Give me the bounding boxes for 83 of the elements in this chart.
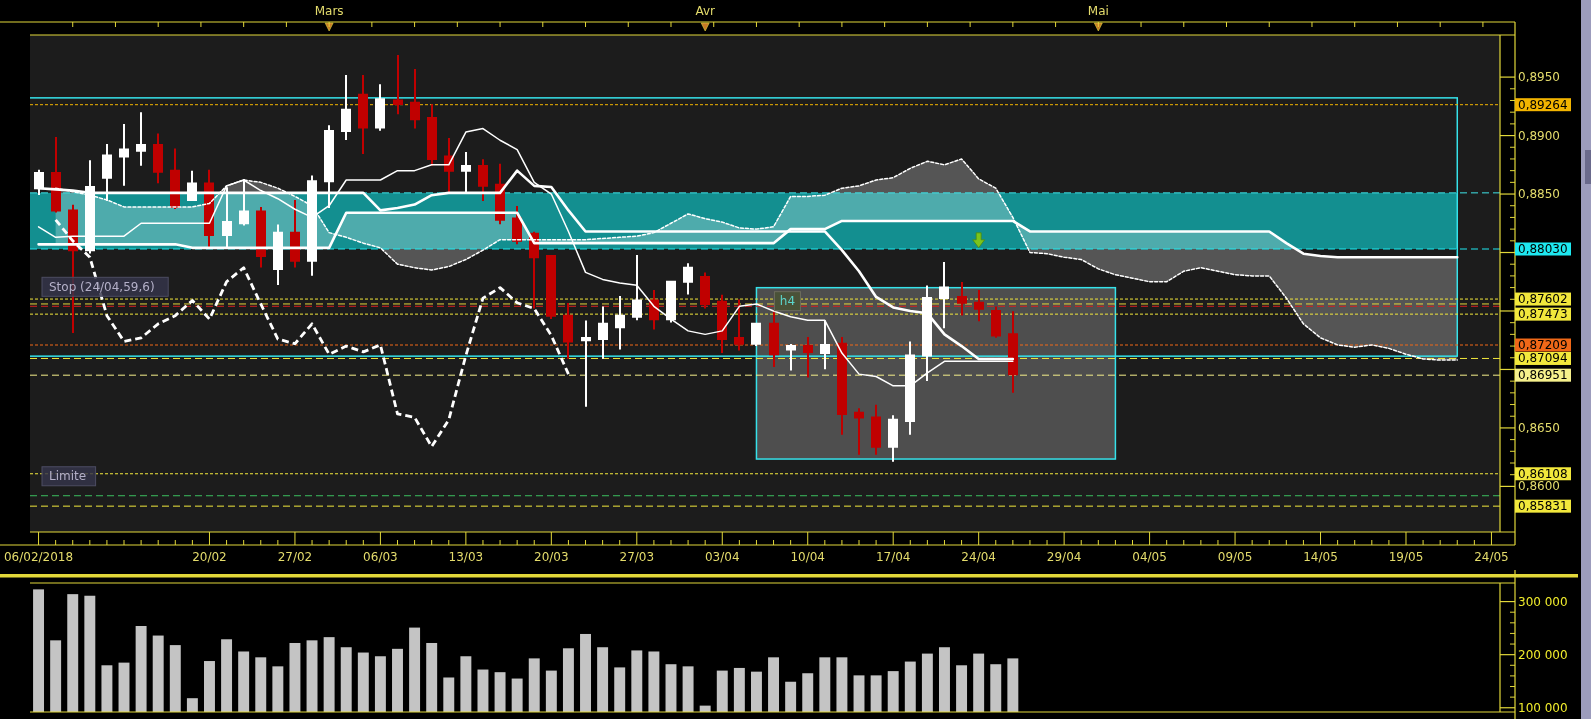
candlestick — [649, 290, 659, 330]
candlestick — [939, 262, 949, 329]
candlestick — [410, 69, 420, 129]
text: Avr — [695, 4, 716, 18]
candlestick — [478, 159, 488, 201]
y-tick-label: 0,8850 — [1518, 187, 1560, 202]
candlestick — [546, 255, 556, 319]
candlestick — [769, 309, 779, 367]
x-tick-label: 20/02 — [192, 550, 227, 564]
y-tick-label: 0,8900 — [1518, 128, 1560, 143]
candlestick — [854, 408, 864, 455]
y-tick-label: 100 000 — [1518, 700, 1568, 715]
candlestick — [1008, 311, 1018, 393]
annotation: Stop (24/04,59,6) — [49, 279, 155, 294]
x-tick-label: 10/04 — [790, 550, 826, 564]
x-tick-label: 27/02 — [277, 550, 313, 564]
x-tick-label: 04/05 — [1132, 550, 1167, 564]
candlestick — [136, 112, 146, 166]
candlestick — [751, 322, 761, 346]
candlestick — [717, 294, 727, 353]
x-tick-label: 06/02/2018 — [3, 550, 74, 564]
x-tick-label: 09/05 — [1217, 550, 1253, 564]
x-tick-label: 13/03 — [448, 550, 484, 564]
y-tick-label: 0,8600 — [1518, 479, 1560, 494]
candlestick — [170, 148, 180, 210]
candlestick — [957, 281, 967, 316]
candlestick — [256, 207, 266, 268]
candlestick — [803, 336, 813, 378]
annotation: Limite — [49, 469, 87, 484]
x-tick-label: 24/05 — [1474, 550, 1509, 564]
candlestick — [734, 299, 744, 351]
candlestick — [991, 306, 1001, 338]
candlestick — [375, 84, 385, 131]
candlestick — [820, 320, 830, 370]
x-tick-label: 06/03 — [363, 550, 398, 564]
candlestick — [666, 280, 676, 323]
ref-line-label: 0,87094 — [1518, 351, 1568, 366]
ref-line-label: 0,87209 — [1518, 338, 1568, 353]
candlestick — [239, 179, 249, 226]
candlestick — [119, 124, 129, 186]
candlestick — [393, 55, 403, 115]
candlestick — [204, 169, 214, 248]
candlestick — [153, 133, 163, 184]
candlestick — [341, 74, 351, 141]
x-tick-label: 19/05 — [1388, 550, 1424, 564]
candlestick — [581, 320, 591, 407]
candlestick — [427, 104, 437, 166]
ref-line-label: 0,86108 — [1518, 466, 1568, 481]
ref-line-label: 0,85831 — [1518, 499, 1568, 514]
candlestick — [563, 302, 573, 359]
candlestick — [512, 205, 522, 245]
x-tick-label: 17/04 — [875, 550, 911, 564]
y-tick-label: 0,8950 — [1518, 70, 1560, 85]
candlestick — [358, 74, 368, 155]
candlestick — [683, 263, 693, 295]
candlestick — [974, 290, 984, 322]
annotation: h4 — [779, 294, 796, 309]
candlestick — [632, 255, 642, 321]
y-tick-label: 300 000 — [1518, 594, 1568, 609]
candlestick — [700, 272, 710, 309]
ref-line-label: 0,87602 — [1518, 292, 1568, 307]
x-tick-label: 20/03 — [534, 550, 569, 564]
candlestick — [837, 336, 847, 435]
candlestick — [598, 306, 608, 359]
ref-line-label: 0,89264 — [1518, 97, 1568, 112]
candlestick — [290, 200, 300, 268]
candlestick — [615, 295, 625, 350]
ref-line-label: 0,86951 — [1518, 368, 1568, 383]
x-tick-label: 14/05 — [1303, 550, 1338, 564]
text: Mars — [314, 4, 344, 18]
ref-line-label: 0,87473 — [1518, 307, 1568, 322]
candlestick — [786, 343, 796, 371]
x-tick-label: 29/04 — [1046, 550, 1082, 564]
y-tick-label: 200 000 — [1518, 647, 1568, 662]
text: Mai — [1087, 4, 1109, 18]
x-tick-label: 27/03 — [619, 550, 655, 564]
candlestick — [888, 415, 898, 462]
ref-line-label: 0,88030 — [1518, 242, 1568, 256]
y-tick-label: 0,8650 — [1518, 420, 1560, 435]
candlestick — [871, 404, 881, 455]
x-tick-label: 24/04 — [961, 550, 996, 564]
candlestick — [51, 136, 61, 213]
x-tick-label: 03/04 — [704, 550, 740, 564]
